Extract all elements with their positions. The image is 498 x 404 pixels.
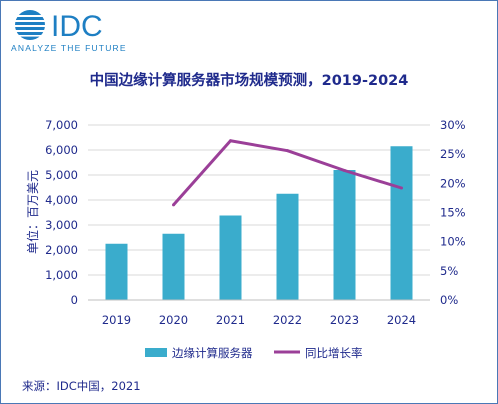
logo-tagline: ANALYZE THE FUTURE xyxy=(11,43,127,53)
legend: 边缘计算服务器 同比增长率 xyxy=(145,346,363,360)
y-tick-label: 0 xyxy=(71,293,78,307)
bar-2023 xyxy=(333,170,356,300)
y2-tick-label: 5% xyxy=(440,264,458,278)
x-tick-label: 2019 xyxy=(102,313,131,327)
x-tick-label: 2021 xyxy=(216,313,245,327)
growth-point-2022 xyxy=(286,149,289,153)
logo-brand: IDC xyxy=(51,10,103,43)
y2-tick-label: 15% xyxy=(440,206,466,220)
line-series xyxy=(172,139,403,207)
x-tick-label: 2020 xyxy=(159,313,188,327)
grid-lines xyxy=(88,124,430,276)
bar-2020 xyxy=(162,233,185,300)
y-axis-label: 单位：百万美元 xyxy=(25,170,40,254)
legend-bar-label: 边缘计算服务器 xyxy=(172,346,253,360)
y2-tick-label: 30% xyxy=(440,118,466,132)
chart-title: 中国边缘计算服务器市场规模预测，2019-2024 xyxy=(90,71,409,89)
x-axis-ticks: 2019 2020 2021 2022 2023 2024 xyxy=(102,313,416,327)
x-tick-label: 2024 xyxy=(387,313,416,327)
y-tick-label: 5,000 xyxy=(45,168,78,182)
bar-series xyxy=(105,146,413,300)
y-tick-label: 3,000 xyxy=(45,218,78,232)
y-tick-label: 4,000 xyxy=(45,193,78,207)
growth-point-2024 xyxy=(400,186,403,190)
growth-point-2020 xyxy=(172,203,175,207)
x-tick-label: 2022 xyxy=(273,313,302,327)
y-tick-label: 1,000 xyxy=(45,268,78,282)
y2-tick-label: 20% xyxy=(440,176,466,190)
y2-axis-ticks: 0% 5% 10% 15% 20% 25% 30% xyxy=(440,118,466,307)
bar-2019 xyxy=(105,243,128,300)
y-tick-label: 6,000 xyxy=(45,143,78,157)
y-tick-label: 2,000 xyxy=(45,243,78,257)
y-tick-label: 7,000 xyxy=(45,118,78,132)
y2-tick-label: 0% xyxy=(440,293,458,307)
source-note: 来源：IDC中国，2021 xyxy=(22,379,141,393)
legend-bar-swatch xyxy=(145,348,167,357)
y2-tick-label: 25% xyxy=(440,147,466,161)
globe-icon xyxy=(15,10,45,40)
y-axis-ticks: 0 1,000 2,000 3,000 4,000 5,000 6,000 7,000 xyxy=(45,118,78,307)
growth-point-2023 xyxy=(343,169,346,172)
idc-logo: IDC ANALYZE THE FUTURE xyxy=(11,10,127,53)
bar-2021 xyxy=(219,215,242,300)
growth-point-2021 xyxy=(229,139,232,143)
bar-2024 xyxy=(390,146,413,300)
bar-2022 xyxy=(276,193,299,300)
y2-tick-label: 10% xyxy=(440,235,466,249)
legend-line-label: 同比增长率 xyxy=(305,346,363,360)
x-tick-label: 2023 xyxy=(330,313,359,327)
